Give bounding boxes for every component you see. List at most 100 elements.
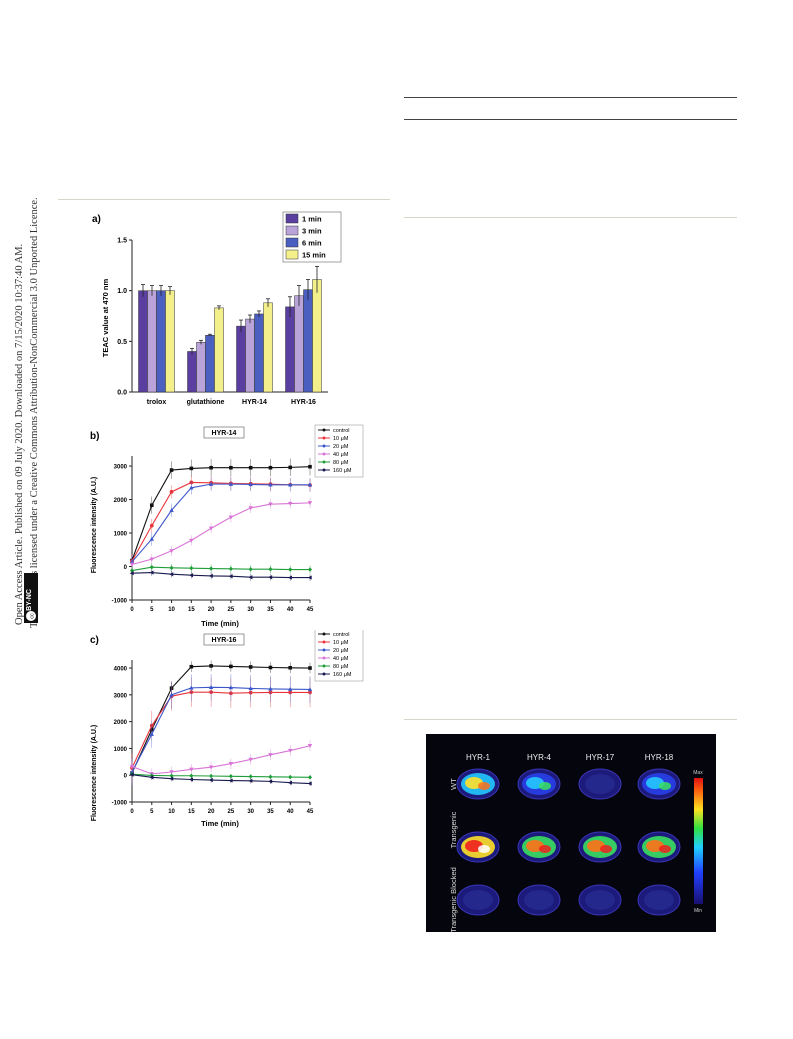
x-tick-label: 25 [228, 809, 235, 815]
data-point [228, 773, 233, 779]
brain-imaging-grid: Max Min Transgenic HYR-1 HYR-4 HYR-17 HYR-1… [449, 753, 703, 933]
legend-label: control [333, 428, 350, 434]
chart-title: HYR-16 [212, 637, 237, 644]
license-line-cc: This article is licensed under a Creativ… [29, 197, 40, 628]
data-point [208, 481, 214, 486]
data-point [208, 526, 214, 531]
legend-marker [322, 672, 326, 676]
colorbar-max-label: Max [693, 770, 703, 776]
column-label: HYR-18 [645, 753, 674, 762]
x-tick-label: HYR-16 [291, 399, 316, 406]
data-point [208, 573, 213, 578]
data-point [288, 465, 293, 470]
data-point [287, 575, 292, 580]
legend-marker [322, 468, 326, 472]
bar [303, 289, 313, 393]
data-point [189, 485, 194, 490]
data-point [228, 761, 234, 766]
legend-label: 10 μM [333, 640, 349, 646]
chart-title-box [203, 633, 245, 646]
divider-right-bottom [404, 719, 737, 720]
data-point [268, 774, 273, 780]
series-line [131, 571, 310, 579]
license-line-published: Open Access Article. Published on 09 Jul… [14, 243, 25, 625]
data-point [149, 557, 154, 562]
y-tick-label: 0.5 [117, 339, 127, 346]
data-point [229, 664, 233, 669]
data-point [169, 572, 174, 577]
data-point [228, 481, 234, 486]
data-point [129, 562, 135, 567]
x-tick-label: 10 [168, 607, 175, 613]
divider-right-top [404, 217, 737, 218]
data-point [268, 753, 273, 758]
brain-signal-hotspot [659, 782, 671, 790]
data-point [268, 779, 273, 784]
panel-letter: b) [90, 431, 99, 442]
brain-signal-outer [463, 890, 493, 910]
y-tick-label: 4000 [114, 667, 128, 673]
legend-marker [322, 444, 326, 448]
data-point [209, 773, 214, 779]
data-point [308, 464, 312, 469]
y-tick-label: 2000 [114, 498, 128, 504]
series-line [131, 691, 310, 769]
data-point [189, 777, 194, 782]
bar [196, 342, 206, 393]
series-line [131, 566, 310, 572]
y-tick-label: -1000 [112, 599, 128, 605]
data-point [288, 686, 293, 691]
bar [254, 313, 264, 393]
y-axis-label: Fluorescence intensity (A.U.) [91, 725, 98, 821]
bar [285, 306, 295, 393]
data-point [248, 774, 253, 779]
cc-by-nc-badge[interactable]: cc BY-NC [24, 573, 38, 623]
data-point [149, 570, 154, 575]
series-line [131, 502, 311, 566]
cc-icon-label: cc [30, 613, 36, 619]
legend-label: 1 min [302, 215, 322, 224]
data-point [288, 501, 293, 506]
data-point [228, 574, 233, 579]
panel-letter: c) [90, 635, 99, 646]
data-point [208, 777, 213, 783]
data-point [169, 468, 174, 472]
data-point [149, 503, 154, 508]
series-line [131, 773, 311, 778]
bar [147, 290, 157, 393]
data-point [248, 665, 253, 669]
brain-signal-hotspot [600, 845, 612, 853]
data-point [307, 482, 313, 487]
x-tick-label: 15 [188, 607, 195, 613]
data-point [248, 686, 253, 691]
data-point [268, 665, 273, 670]
legend-label: 20 μM [333, 648, 349, 654]
x-tick-label: 5 [150, 607, 154, 613]
badge-label: BY-NC [26, 589, 33, 611]
badge-background [24, 573, 38, 623]
data-point [189, 573, 194, 578]
data-point [307, 575, 312, 580]
row-label-transgenic: Transgenic [449, 811, 458, 848]
x-tick-label: 5 [150, 809, 154, 815]
x-tick-label: trolox [147, 399, 167, 406]
x-tick-label: 25 [228, 607, 235, 613]
divider-left [58, 199, 390, 200]
data-point [169, 549, 174, 554]
y-tick-label: 1000 [114, 532, 128, 538]
brain-signal-outer [644, 890, 674, 910]
x-axis-label: Time (min) [201, 819, 239, 828]
x-tick-label: 35 [267, 607, 274, 613]
bar [294, 295, 304, 393]
y-axis-label: TEAC value at 470 nm [101, 278, 110, 357]
legend-label: 15 min [302, 251, 326, 260]
data-point [268, 686, 273, 691]
bar [236, 325, 246, 393]
legend-marker [322, 452, 326, 456]
legend-marker [322, 664, 326, 668]
data-point [308, 567, 312, 572]
data-point [307, 744, 313, 749]
data-point [288, 665, 293, 670]
data-point [228, 685, 234, 690]
data-point [189, 565, 194, 571]
